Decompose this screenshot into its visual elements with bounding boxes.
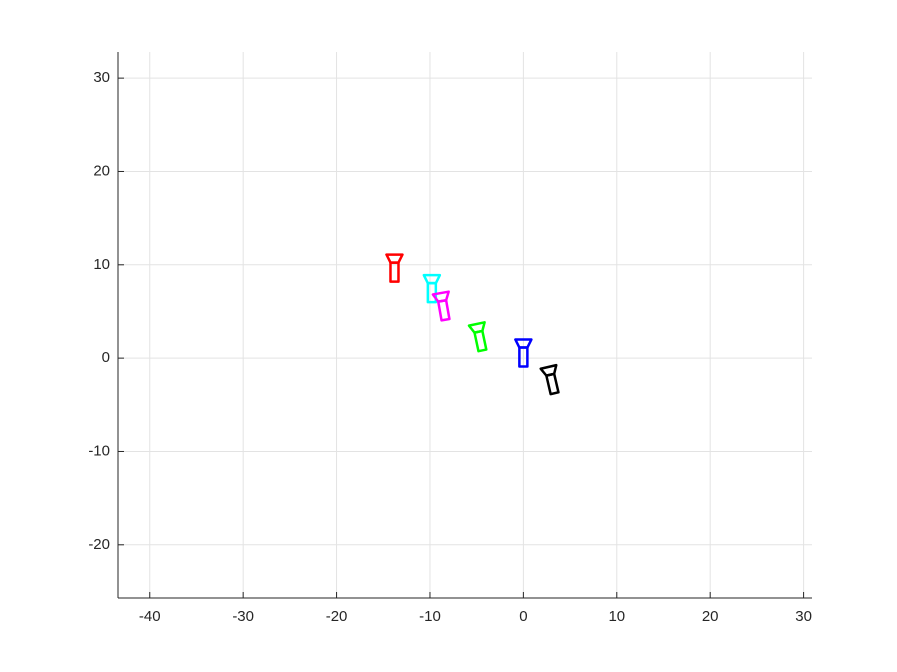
- x-tick-label: 10: [608, 608, 625, 625]
- x-tick-label: -30: [232, 608, 254, 625]
- camera-body: [545, 372, 560, 396]
- camera: [539, 363, 560, 396]
- camera-body: [473, 329, 488, 353]
- x-tick-label: 0: [519, 608, 527, 625]
- camera: [514, 338, 533, 368]
- y-tick-label: -10: [88, 442, 110, 459]
- y-tick-label: 0: [102, 349, 110, 366]
- camera-body: [426, 281, 438, 304]
- camera: [385, 253, 404, 283]
- camera: [431, 290, 451, 322]
- camera-body: [518, 346, 529, 368]
- camera-body: [436, 298, 451, 322]
- x-tick-label: 20: [702, 608, 719, 625]
- x-tick-label: -10: [419, 608, 441, 625]
- y-tick-label: 20: [93, 162, 110, 179]
- camera: [467, 321, 488, 353]
- x-tick-label: -40: [139, 608, 161, 625]
- x-tick-label: -20: [326, 608, 348, 625]
- camera-body: [389, 261, 400, 283]
- y-tick-label: 30: [93, 69, 110, 86]
- y-tick-label: -20: [88, 536, 110, 553]
- camera: [422, 273, 442, 304]
- x-tick-label: 30: [795, 608, 812, 625]
- y-tick-label: 10: [93, 256, 110, 273]
